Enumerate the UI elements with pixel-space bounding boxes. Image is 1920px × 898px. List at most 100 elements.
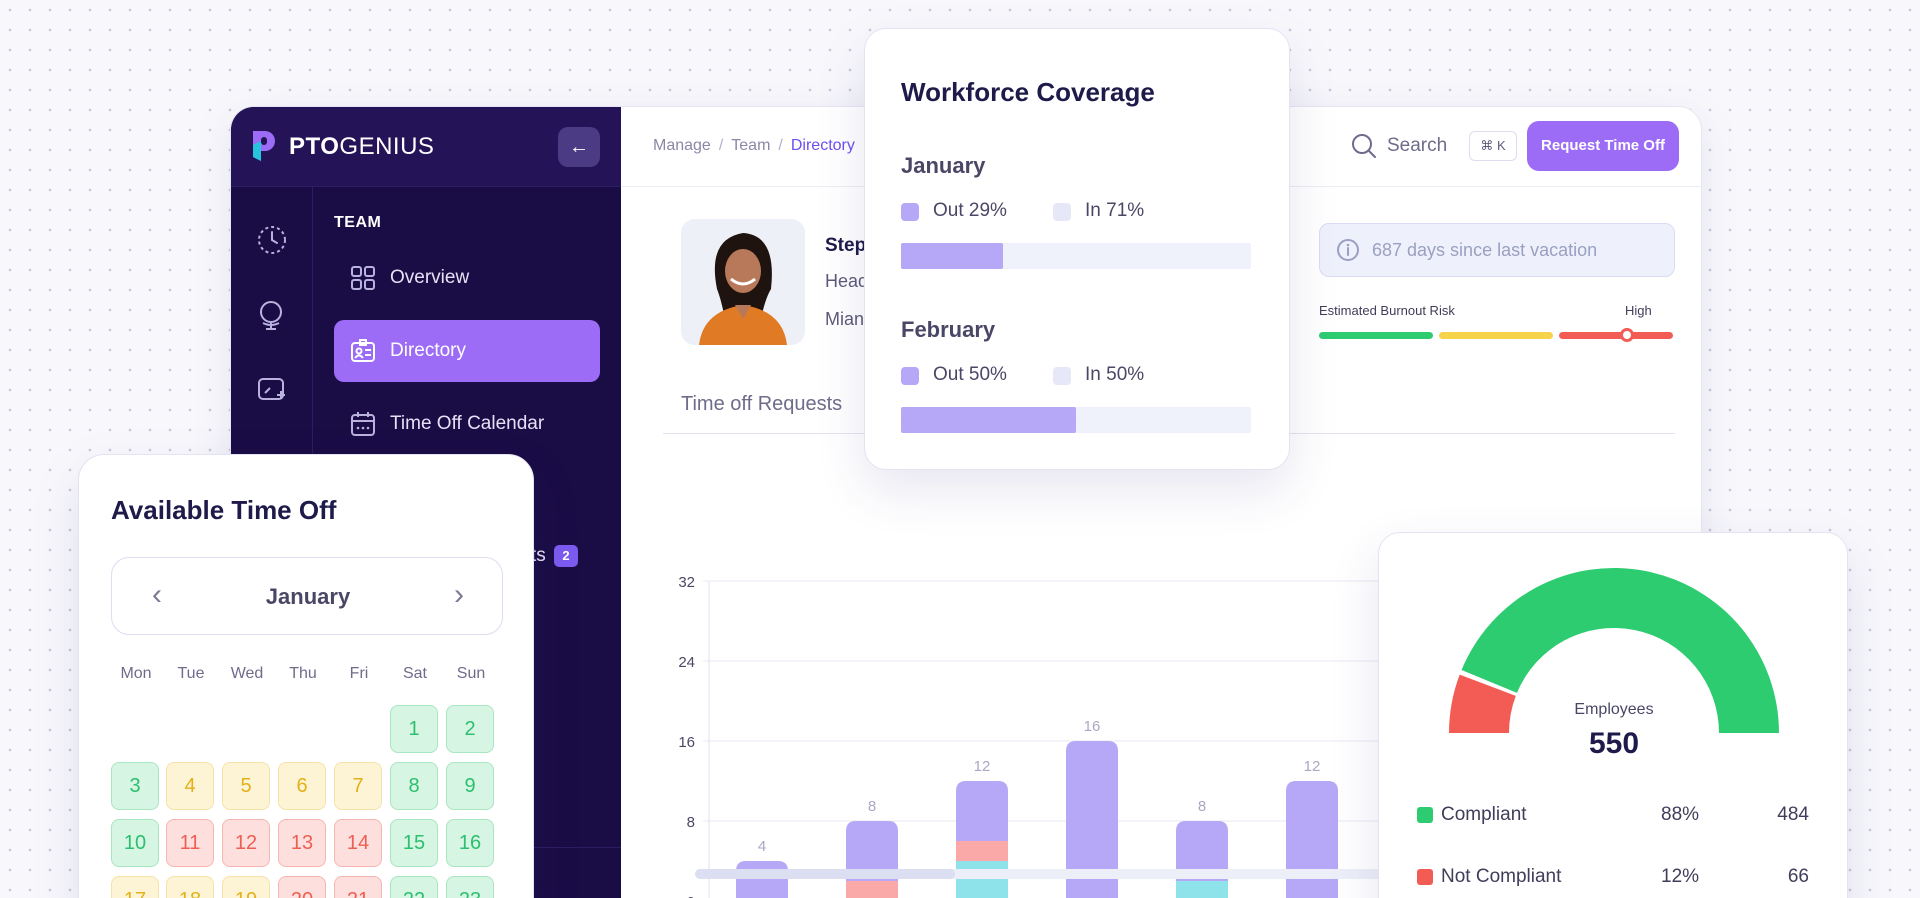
compliant-arc — [1461, 568, 1779, 733]
coverage-month-february: February — [901, 317, 996, 342]
not-compliant-legend-swatch — [1417, 869, 1433, 885]
bar-segment[interactable] — [846, 881, 898, 898]
risk-segment-medium — [1439, 332, 1553, 339]
clock-icon[interactable] — [255, 223, 289, 257]
calendar-day[interactable]: 12 — [222, 819, 270, 867]
team-section-label: TEAM — [334, 214, 382, 231]
compliant-legend-label: Compliant — [1441, 804, 1527, 825]
weekday-label: Wed — [230, 665, 264, 682]
month-picker: ‹ January › — [111, 557, 503, 635]
bar-value-label: 4 — [758, 838, 766, 855]
breadcrumb-item-team[interactable]: Team — [731, 137, 771, 154]
bar-segment[interactable] — [736, 861, 788, 898]
y-tick-label: 16 — [678, 734, 695, 751]
calendar-day[interactable]: 20 — [278, 876, 326, 898]
add-screen-icon[interactable] — [255, 373, 289, 407]
compliant-count: 484 — [1777, 804, 1809, 825]
globe-icon[interactable] — [255, 297, 289, 331]
not-compliant-count: 66 — [1787, 866, 1809, 887]
weekday-label: Thu — [289, 665, 317, 682]
tab-time-off-requests[interactable]: Time off Requests — [681, 393, 843, 415]
collapse-sidebar-button[interactable]: ← — [558, 127, 600, 167]
logo-icon — [253, 131, 275, 161]
info-icon — [1337, 239, 1359, 261]
search-icon — [1352, 134, 1376, 158]
calendar-day[interactable]: 6 — [278, 762, 326, 810]
calendar-day[interactable]: 5 — [222, 762, 270, 810]
bar-segment[interactable] — [1286, 781, 1338, 898]
bar-value-label: 12 — [1304, 758, 1321, 775]
chevron-right-icon[interactable]: › — [454, 578, 464, 611]
time-off-title: Available Time Off — [111, 495, 337, 525]
request-time-off-button[interactable]: Request Time Off — [1527, 121, 1679, 171]
out-legend-label: Out 50% — [933, 364, 1007, 385]
y-tick-label: 8 — [687, 814, 695, 831]
bar-segment[interactable] — [1176, 821, 1228, 881]
calendar-day[interactable]: 17 — [111, 876, 159, 898]
bar-segment[interactable] — [1176, 881, 1228, 898]
sidebar-item-label: Time Off Calendar — [390, 413, 545, 434]
profile-name: Step — [825, 235, 867, 256]
sidebar-item-overview[interactable]: Overview — [334, 247, 600, 309]
breadcrumb-item-manage[interactable]: Manage — [653, 137, 711, 154]
calendar-day[interactable]: 16 — [446, 819, 494, 867]
available-time-off-card: Available Time Off ‹ January › Mon Tue Wed… — [78, 454, 534, 898]
sidebar-item-partial-label[interactable]: ts — [531, 545, 546, 566]
employees-compliance-card: Employees 550 Compliant 88% 484 Not Comp… — [1378, 532, 1848, 898]
calendar-day[interactable]: 9 — [446, 762, 494, 810]
calendar-day[interactable]: 4 — [166, 762, 214, 810]
in-legend-swatch — [1053, 367, 1071, 385]
not-compliant-arc — [1449, 674, 1516, 733]
calendar-day[interactable]: 23 — [446, 876, 494, 898]
in-legend-swatch — [1053, 203, 1071, 221]
bar-segment[interactable] — [1066, 741, 1118, 898]
profile-role: Head — [825, 271, 869, 291]
calendar-day[interactable]: 21 — [334, 876, 382, 898]
chart-scrollbar-track[interactable] — [695, 869, 1495, 879]
calendar-day[interactable]: 19 — [222, 876, 270, 898]
calendar-day[interactable]: 15 — [390, 819, 438, 867]
not-compliant-percent: 12% — [1661, 866, 1700, 887]
burnout-risk-level: High — [1625, 303, 1652, 318]
in-legend-label: In 71% — [1085, 200, 1145, 221]
coverage-month-january: January — [901, 153, 986, 178]
profile-photo — [681, 219, 805, 345]
calendar-day[interactable]: 7 — [334, 762, 382, 810]
breadcrumb: Manage / Team / Directory — [653, 137, 855, 154]
chart-scrollbar-thumb[interactable] — [695, 869, 955, 879]
y-tick-label: 24 — [678, 654, 695, 671]
coverage-bar-out — [901, 243, 1003, 269]
calendar-day[interactable]: 8 — [390, 762, 438, 810]
calendar-day[interactable]: 2 — [446, 705, 494, 753]
breadcrumb-item-directory[interactable]: Directory — [790, 137, 855, 154]
calendar-day[interactable]: 1 — [390, 705, 438, 753]
calendar-day[interactable]: 22 — [390, 876, 438, 898]
sidebar-item-time-off-calendar[interactable]: Time Off Calendar — [334, 393, 600, 455]
bar-segment[interactable] — [956, 841, 1008, 861]
time-off-requests-chart: 081624324Jan8Feb12Mar16Apr8May12Jun — [678, 574, 1701, 898]
calendar-day[interactable]: 13 — [278, 819, 326, 867]
coverage-title: Workforce Coverage — [901, 77, 1155, 107]
calendar-day[interactable]: 18 — [166, 876, 214, 898]
more-options-icon[interactable]: ... — [576, 885, 593, 898]
count-badge: 2 — [554, 545, 578, 567]
calendar-day[interactable]: 11 — [166, 819, 214, 867]
calendar-day[interactable]: 10 — [111, 819, 159, 867]
bar-segment[interactable] — [846, 821, 898, 881]
calendar-day[interactable]: 3 — [111, 762, 159, 810]
bar-segment[interactable] — [956, 781, 1008, 841]
y-tick-label: 0 — [687, 894, 695, 898]
chevron-left-icon[interactable]: ‹ — [152, 578, 162, 611]
y-tick-label: 32 — [678, 574, 695, 591]
employees-label: Employees — [1574, 701, 1654, 718]
arrow-left-icon: ← — [569, 136, 589, 158]
calendar-day[interactable]: 14 — [334, 819, 382, 867]
burnout-risk-label: Estimated Burnout Risk — [1319, 303, 1455, 318]
grid-icon — [351, 266, 375, 290]
vacation-text: 687 days since last vacation — [1372, 240, 1598, 260]
sidebar-item-label: Directory — [390, 340, 467, 361]
sidebar-item-directory[interactable]: Directory — [334, 320, 600, 382]
id-card-icon — [351, 339, 375, 362]
bar-segment[interactable] — [956, 861, 1008, 898]
compliant-percent: 88% — [1661, 804, 1700, 825]
